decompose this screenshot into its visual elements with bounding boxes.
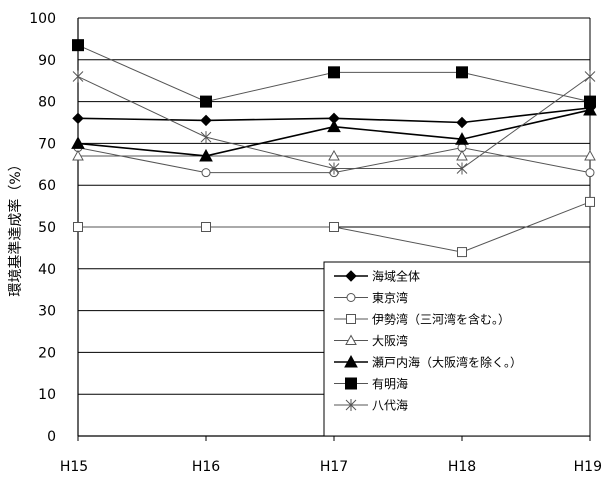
data-point [72,39,84,52]
legend-label: 大阪湾 [372,333,408,348]
x-tick-label: H15 [60,459,88,475]
legend-marker [346,314,356,324]
x-tick-label: H18 [448,459,476,475]
legend-marker [345,334,357,345]
data-point [585,168,595,178]
data-point [456,116,468,129]
y-tick-label: 0 [47,429,56,445]
data-point [201,222,211,232]
y-tick-label: 50 [38,220,56,236]
legend-item: 海域全体 [334,269,420,284]
data-point [199,148,213,162]
series-group [71,39,597,258]
data-point [200,114,212,127]
legend-marker [346,293,356,302]
legend-item: 伊勢湾（三河湾を含む。） [334,312,510,327]
data-point [72,70,84,83]
data-point [584,149,596,161]
data-point [584,70,596,83]
y-tick-label: 20 [38,345,56,361]
y-axis-label: 環境基準達成率（%） [7,157,24,296]
legend-marker [345,377,357,390]
data-point [71,136,85,149]
legend-label: 海域全体 [372,269,420,284]
data-point [585,196,595,207]
data-point [584,95,596,108]
data-point [456,162,468,175]
data-point [328,149,340,161]
legend-label: 瀬戸内海（大阪湾を除く。） [372,355,522,370]
legend-box [323,261,591,437]
series-4 [71,102,597,162]
data-point [72,149,84,161]
series-6 [72,70,596,175]
x-tick-labels: H15 H16 H17 H18 H19 [60,459,602,475]
legend-marker [344,354,358,368]
data-point [457,247,467,258]
data-point [583,102,597,116]
data-point [328,66,340,79]
legend-item: 八代海 [334,398,408,413]
legend-item: 大阪湾 [334,333,408,348]
data-point [201,168,211,178]
y-tick-label: 70 [38,136,56,152]
x-tick-label: H16 [192,459,220,475]
data-point [329,222,339,232]
y-tick-label: 80 [38,95,56,111]
y-tick-label: 90 [38,53,56,69]
legend-item: 有明海 [334,376,408,391]
data-point [200,131,212,144]
legend-marker [345,270,357,282]
data-point [456,66,468,79]
x-tick-label: H19 [574,459,602,475]
data-point [455,132,469,145]
series-2 [73,196,595,258]
data-point [456,149,468,161]
legend-marker [345,399,357,411]
data-point [328,162,340,175]
series-5 [72,39,596,108]
legend-label: 八代海 [372,398,408,413]
data-point [72,112,84,125]
y-tick-label: 60 [38,178,56,194]
y-tick-label: 100 [29,11,56,27]
y-tick-labels: 0 10 20 30 40 50 60 70 80 90 100 [29,11,56,445]
y-tick-label: 30 [38,304,56,320]
legend-label: 伊勢湾（三河湾を含む。） [372,312,510,327]
data-point [200,95,212,108]
legend-item: 瀬戸内海（大阪湾を除く。） [334,355,522,370]
legend-item: 東京湾 [334,290,408,305]
legend-label: 有明海 [372,376,408,391]
data-point [73,222,83,232]
data-point [327,119,341,133]
y-tick-label: 40 [38,262,56,278]
x-tick-label: H17 [320,459,348,475]
legend-label: 東京湾 [372,290,408,305]
y-tick-label: 10 [38,387,56,403]
